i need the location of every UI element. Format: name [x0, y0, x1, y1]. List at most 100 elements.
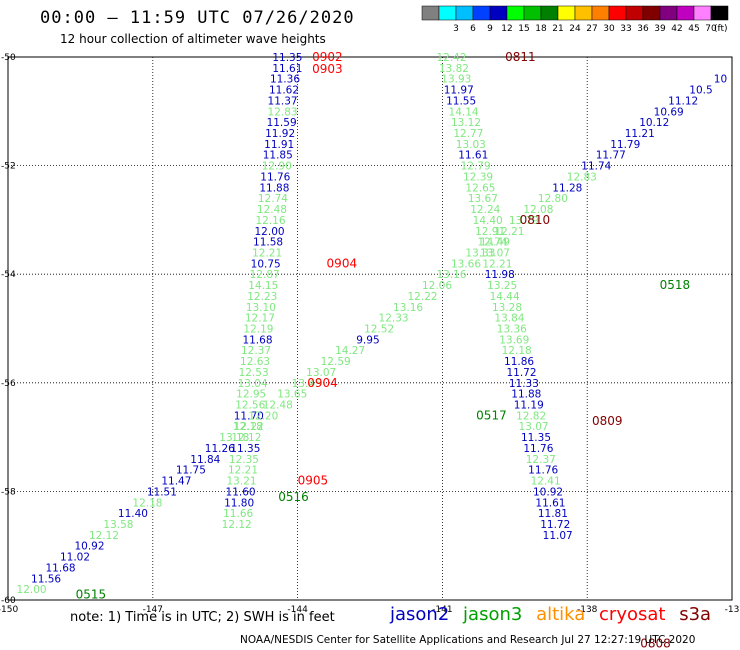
swh-value: 13.66 — [451, 258, 481, 270]
colorbar-swatch — [591, 5, 610, 21]
plot-frame — [7, 56, 733, 601]
page-subtitle: 12 hour collection of altimeter wave hei… — [60, 32, 326, 46]
swh-value: 11.72 — [506, 367, 536, 379]
legend-s3a: s3a — [679, 604, 712, 625]
swh-value: 11.55 — [446, 95, 476, 107]
swh-value: 11.66 — [223, 508, 253, 520]
swh-value: 11.61 — [272, 63, 302, 75]
swh-value: 12.65 — [465, 182, 495, 194]
colorbar-label: 12 — [501, 24, 512, 34]
swh-value: 12.17 — [245, 313, 275, 325]
pass-time-label: 0904 — [327, 256, 358, 270]
swh-value: 13.93 — [441, 74, 471, 86]
swh-value: 13.25 — [487, 280, 517, 292]
swh-value: 12.56 — [235, 400, 265, 412]
swh-value: 10.69 — [654, 106, 684, 118]
swh-value: 11.62 — [269, 85, 299, 97]
swh-value: 13.69 — [499, 334, 529, 346]
colorbar-swatch — [506, 5, 525, 21]
legend-cryosat: cryosat — [599, 604, 666, 625]
colorbar-swatch — [421, 5, 440, 21]
colorbar-swatch — [472, 5, 491, 21]
swh-value: 12.16 — [255, 215, 285, 227]
swh-value: 12.00 — [255, 226, 285, 238]
swh-value: 11.98 — [485, 269, 515, 281]
colorbar-label: 42 — [671, 24, 682, 34]
swh-value: 11.37 — [268, 95, 298, 107]
swh-value: 10.5 — [689, 85, 712, 97]
colorbar-swatch — [693, 5, 712, 21]
swh-value: 11.85 — [263, 150, 293, 162]
colorbar-swatch — [710, 5, 729, 21]
swh-value: 11.81 — [538, 508, 568, 520]
swh-value: 11.91 — [264, 139, 294, 151]
colorbar-swatch — [523, 5, 542, 21]
swh-value: 12.23 — [247, 291, 277, 303]
swh-value: 13.79 — [509, 215, 539, 227]
swh-value: 11.35 — [521, 432, 551, 444]
swh-value: 13.03 — [456, 139, 486, 151]
swh-value: 12.41 — [531, 476, 561, 488]
swh-value: 13.33 — [465, 247, 495, 259]
swh-value: 12.83 — [268, 106, 298, 118]
swh-value: 12.63 — [240, 356, 270, 368]
colorbar-label: 36 — [637, 24, 649, 34]
colorbar-swatch — [625, 5, 644, 21]
swh-value: 12.39 — [463, 171, 493, 183]
swh-value: 11.61 — [535, 497, 565, 509]
swh-value: 12.37 — [241, 345, 271, 357]
swh-value: 11.86 — [504, 356, 534, 368]
swh-value: 11.97 — [444, 85, 474, 97]
footer-note: note: 1) Time is in UTC; 2) SWH is in fe… — [70, 610, 335, 625]
swh-value: 13.82 — [439, 63, 469, 75]
y-tick-label: -56 — [1, 379, 16, 389]
swh-value: 12.18 — [502, 345, 532, 357]
colorbar-swatch — [557, 5, 576, 21]
colorbar-swatch — [676, 5, 695, 21]
swh-value: 13.12 — [451, 117, 481, 129]
swh-value: 12.18 — [233, 421, 263, 433]
swh-value: 13.28 — [492, 302, 522, 314]
y-tick-label: -50 — [1, 53, 16, 63]
swh-value: 13.07 — [480, 247, 510, 259]
x-tick-label: -150 — [0, 605, 18, 615]
pass-time-label: 0808 — [640, 636, 671, 650]
swh-value: 10.75 — [251, 258, 281, 270]
swh-value: 13.36 — [497, 324, 527, 336]
swh-value: 11.36 — [270, 74, 300, 86]
swh-value: 12.12 — [89, 530, 119, 542]
swh-value: 10.12 — [639, 117, 669, 129]
swh-value: 12.59 — [321, 356, 351, 368]
swh-value: 13.67 — [468, 193, 498, 205]
swh-value: 10 — [714, 74, 727, 86]
pass-time-label: 0905 — [298, 474, 329, 488]
y-tick-label: -60 — [1, 596, 16, 606]
x-tick-label: -141 — [432, 605, 452, 615]
colorbar-swatch — [642, 5, 661, 21]
colorbar-label: 6 — [470, 24, 476, 34]
swh-value: 14.49 — [480, 237, 510, 249]
swh-value: 11.26 — [205, 443, 235, 455]
swh-value: 11.21 — [625, 128, 655, 140]
swh-value: 11.35 — [230, 443, 260, 455]
colorbar-swatch — [608, 5, 627, 21]
swh-value: 11.77 — [596, 150, 626, 162]
colorbar-label: 33 — [620, 24, 631, 34]
colorbar-swatch — [455, 5, 474, 21]
swh-value: 12.90 — [262, 161, 292, 173]
swh-value: 11.60 — [226, 486, 256, 498]
swh-value: 13.21 — [227, 476, 257, 488]
swh-value: 12.95 — [236, 389, 266, 401]
swh-value: 12.74 — [477, 237, 507, 249]
pass-time-label: 0518 — [660, 278, 691, 292]
y-tick-label: -52 — [1, 162, 16, 172]
colorbar-label: 39 — [654, 24, 666, 34]
swh-value: 12.52 — [364, 324, 394, 336]
swh-value: 13.58 — [103, 519, 133, 531]
swh-value: 12.22 — [408, 291, 438, 303]
swh-value: 12.21 — [482, 258, 512, 270]
swh-value: 13.45 — [292, 378, 322, 390]
pass-time-label: 0809 — [592, 414, 623, 428]
pass-time-label: 0903 — [312, 62, 343, 76]
